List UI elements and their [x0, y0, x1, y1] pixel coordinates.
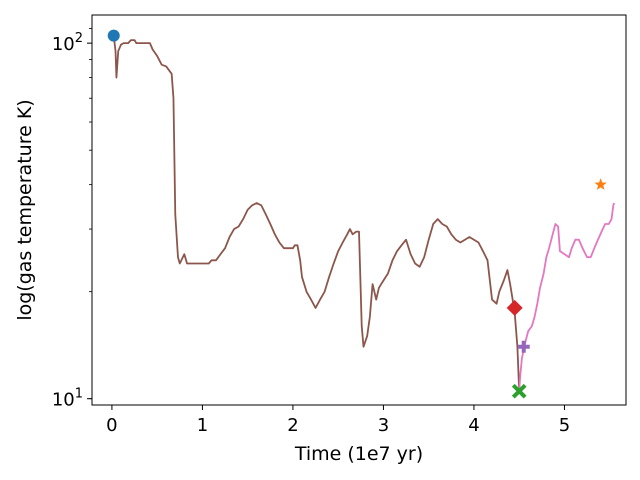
axes-frame [91, 14, 627, 406]
x-tick-label: 0 [106, 415, 117, 436]
y-axis-label: log(gas temperature K) [14, 99, 36, 320]
x-tick-label: 2 [287, 415, 298, 436]
y-tick-label: 101 [52, 387, 83, 411]
marker-plus [517, 340, 530, 353]
plot-area [112, 35, 616, 392]
x-axis-ticks: 0 1 2 3 4 5 [106, 405, 570, 436]
marker-circle [107, 29, 120, 42]
y-tick-label: 102 [52, 31, 83, 55]
x-tick-label: 1 [197, 415, 208, 436]
series-line-2 [518, 202, 616, 392]
y-axis-ticks: 101 102 [52, 28, 92, 411]
marker-star [594, 178, 607, 190]
x-tick-label: 4 [468, 415, 479, 436]
marker-diamond [506, 299, 523, 316]
markers [107, 29, 607, 399]
series-line-1 [112, 35, 521, 392]
x-axis-label: Time (1e7 yr) [294, 443, 423, 465]
marker-x [511, 383, 527, 399]
x-tick-label: 5 [559, 415, 570, 436]
x-tick-label: 3 [378, 415, 389, 436]
